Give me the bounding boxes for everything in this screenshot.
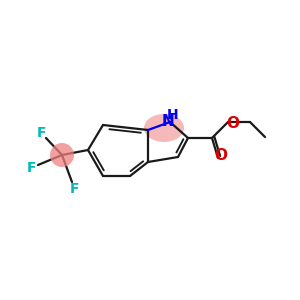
Text: O: O — [214, 148, 227, 163]
Text: N: N — [162, 113, 174, 128]
Text: H: H — [167, 108, 179, 122]
Ellipse shape — [144, 114, 184, 142]
Text: F: F — [37, 126, 46, 140]
Text: O: O — [226, 116, 239, 131]
Circle shape — [50, 143, 74, 167]
Text: F: F — [27, 161, 36, 175]
Text: F: F — [70, 182, 79, 196]
